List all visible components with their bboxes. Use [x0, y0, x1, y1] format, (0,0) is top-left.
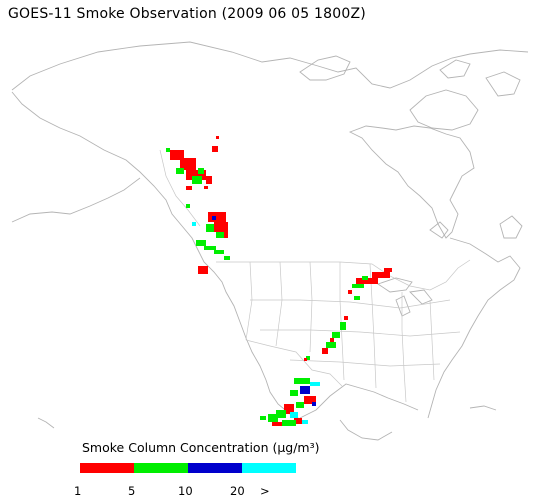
- smoke-yukon: [186, 204, 230, 274]
- legend-tick: 10: [178, 484, 193, 498]
- continent-outline: [11, 41, 529, 91]
- alaska-border: [159, 149, 201, 227]
- legend-bin-10-20: [188, 463, 242, 473]
- smoke-great-plains: [348, 268, 392, 300]
- legend-title: Smoke Column Concentration (µg/m³): [82, 440, 320, 455]
- legend-bin-5-10: [134, 463, 188, 473]
- legend-tick: >: [260, 484, 270, 498]
- hudson-bay: [348, 125, 475, 239]
- legend-tick: 5: [128, 484, 136, 498]
- legend-tick: 20: [230, 484, 245, 498]
- legend-tick: 1: [74, 484, 82, 498]
- map-title: GOES-11 Smoke Observation (2009 06 05 18…: [8, 6, 366, 22]
- coastlines: [11, 41, 529, 441]
- smoke-mexico: [260, 378, 320, 426]
- smoke-alaska: [166, 136, 219, 190]
- smoke-central-band: [304, 316, 348, 361]
- us-canada-border: [216, 259, 471, 291]
- legend-bin-20-plus: [242, 463, 296, 473]
- legend-bin-1-5: [80, 463, 134, 473]
- legend-color-bar: [80, 463, 296, 473]
